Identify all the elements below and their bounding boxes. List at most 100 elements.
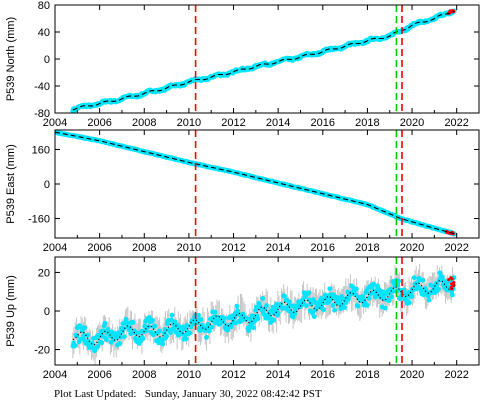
up-x-tick-label: 2008 — [132, 369, 156, 381]
up-position-point — [221, 315, 227, 321]
up-position-point — [160, 341, 166, 347]
up-position-point — [140, 336, 146, 341]
up-position-point — [321, 307, 326, 313]
east-x-tick-label: 2012 — [221, 242, 245, 254]
up-x-tick-label: 2016 — [311, 369, 335, 381]
up-position-point — [389, 294, 394, 300]
east-x-tick-label: 2008 — [132, 242, 156, 254]
up-position-point — [264, 303, 269, 308]
up-position-point — [169, 312, 175, 318]
up-position-point — [371, 281, 376, 287]
up-position-point — [198, 317, 204, 322]
east-y-tick-label: 0 — [44, 179, 50, 191]
north-x-tick-label: 2020 — [400, 117, 424, 129]
up-position-point — [117, 341, 123, 346]
up-position-point — [420, 277, 426, 283]
up-position-point — [286, 299, 292, 305]
up-position-point — [234, 303, 240, 309]
east-y-tick-label: -160 — [28, 214, 50, 226]
up-position-point — [89, 341, 95, 346]
up-position-point — [271, 317, 276, 323]
north-trend-line — [72, 10, 455, 111]
up-position-point — [209, 324, 215, 330]
updated-label: Plot Last Updated: — [54, 388, 137, 400]
up-position-point — [123, 316, 129, 322]
up-position-point — [205, 321, 211, 327]
north-daily-positions — [70, 8, 457, 113]
up-position-point — [118, 334, 123, 340]
up-position-point — [439, 274, 445, 280]
up-position-point — [72, 343, 78, 348]
up-position-point — [330, 303, 336, 308]
up-position-point — [386, 298, 392, 303]
up-position-point — [235, 308, 241, 314]
up-x-tick-label: 2004 — [43, 369, 67, 381]
up-position-point — [175, 332, 181, 338]
up-position-point — [168, 330, 173, 336]
up-position-point — [308, 301, 314, 307]
up-position-point — [337, 298, 343, 304]
up-position-point — [95, 343, 101, 349]
north-x-tick-label: 2022 — [444, 117, 468, 129]
up-position-point — [164, 333, 169, 339]
up-recent-points — [447, 276, 456, 291]
east-x-tick-label: 2010 — [177, 242, 201, 254]
up-position-point — [307, 297, 312, 303]
plot-updated-footer: Plot Last Updated: Sunday, January 30, 2… — [54, 388, 322, 400]
north-x-tick-label: 2014 — [266, 117, 290, 129]
up-position-point — [229, 324, 234, 330]
up-recent-point — [452, 280, 456, 285]
east-x-tick-label: 2018 — [355, 242, 379, 254]
east-x-tick-label: 2004 — [43, 242, 67, 254]
up-position-point — [332, 307, 337, 313]
up-position-point — [396, 278, 401, 284]
up-position-point — [225, 327, 230, 333]
up-daily-positions — [70, 270, 457, 354]
up-y-tick-label: 0 — [44, 306, 50, 318]
up-x-tick-label: 2018 — [355, 369, 379, 381]
east-trend-line — [55, 131, 455, 235]
up-position-point — [85, 332, 91, 338]
up-x-tick-label: 2010 — [177, 369, 201, 381]
up-position-point — [197, 328, 203, 333]
up-panel: 2004 2006 2008 2010 2012 2014 2016 2018 2020 2022… — [5, 256, 480, 381]
east-x-tick-label: 2014 — [266, 242, 290, 254]
up-position-point — [306, 290, 312, 296]
up-position-point — [355, 303, 361, 309]
east-trend — [55, 131, 455, 235]
up-recent-point — [447, 278, 451, 282]
up-y-axis-label: P539 Up (mm) — [5, 275, 17, 347]
updated-timestamp: Sunday, January 30, 2022 08:42:42 PST — [144, 388, 322, 400]
north-y-tick-label: 40 — [38, 27, 50, 39]
up-y-tick-label: -20 — [34, 345, 50, 357]
north-x-tick-label: 2012 — [221, 117, 245, 129]
up-position-point — [81, 333, 87, 339]
up-position-point — [255, 316, 261, 322]
up-position-point — [401, 287, 407, 293]
up-position-point — [207, 328, 212, 334]
up-position-point — [426, 297, 432, 303]
up-position-point — [122, 334, 127, 340]
up-position-point — [196, 312, 202, 318]
up-recent-point — [449, 276, 453, 280]
up-position-point — [366, 296, 372, 301]
up-position-point — [212, 309, 218, 315]
up-position-point — [300, 300, 306, 305]
north-x-tick-label: 2018 — [355, 117, 379, 129]
up-position-point — [327, 286, 333, 292]
up-position-point — [288, 309, 294, 315]
up-position-point — [260, 296, 266, 301]
up-position-point — [121, 326, 127, 332]
up-trend-line — [72, 280, 455, 346]
up-position-point — [152, 323, 158, 329]
up-position-point — [157, 328, 162, 334]
north-y-tick-label: 80 — [38, 0, 50, 12]
up-position-point — [130, 319, 136, 325]
east-x-tick-label: 2022 — [444, 242, 468, 254]
north-trend — [72, 10, 455, 111]
up-position-point — [108, 339, 114, 345]
north-x-tick-label: 2004 — [43, 117, 67, 129]
up-position-point — [353, 286, 359, 292]
up-position-point — [409, 294, 415, 299]
